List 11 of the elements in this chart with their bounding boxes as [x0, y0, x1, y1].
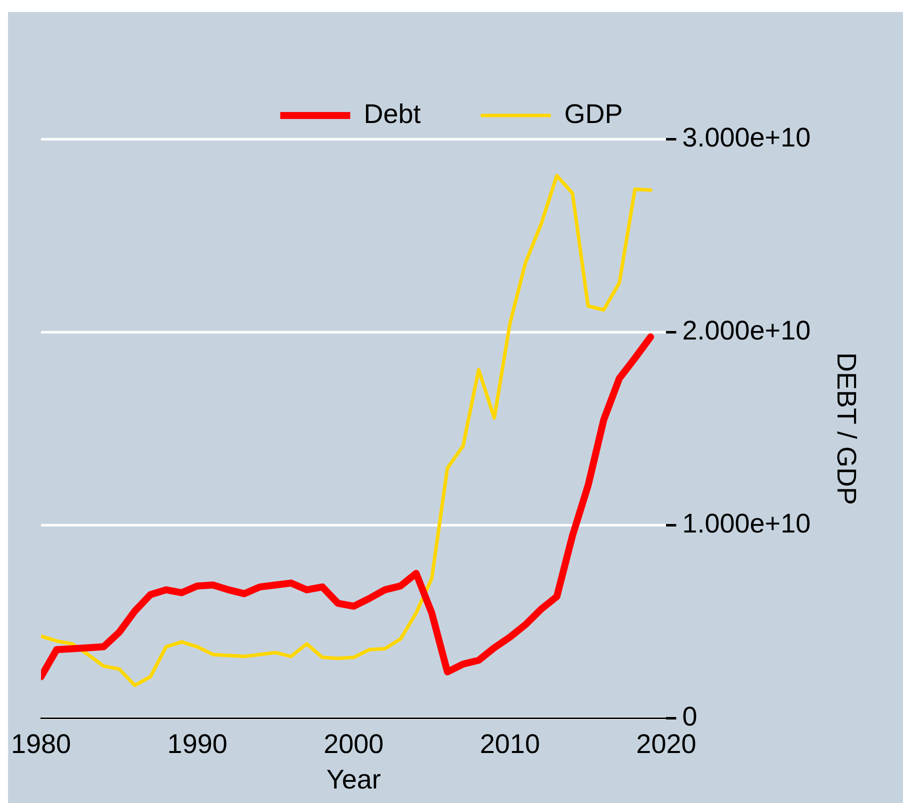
x-tick-label: 2010: [480, 728, 540, 759]
x-axis-title: Year: [326, 764, 381, 794]
y-axis-title: DEBT / GDP: [831, 352, 862, 505]
y-tick-label: 3.000e+10: [682, 122, 811, 152]
legend-label: Debt: [364, 98, 422, 129]
x-tick-label: 1980: [10, 728, 72, 759]
legend-label: GDP: [564, 98, 623, 129]
x-tick-label: 2000: [324, 728, 384, 759]
x-tick-label: 1990: [167, 728, 228, 759]
y-tick-label: 2.000e+10: [682, 316, 811, 346]
y-tick-label: 1.000e+10: [682, 508, 811, 539]
